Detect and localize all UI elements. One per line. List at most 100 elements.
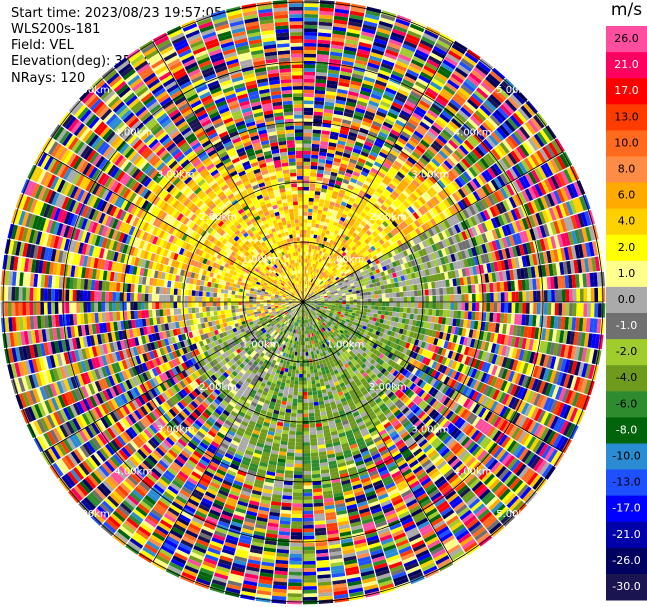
radar-gate [349, 266, 355, 271]
radar-gate [291, 71, 303, 76]
radar-gate [375, 268, 381, 274]
radar-gate [584, 210, 592, 226]
radar-gate [537, 182, 547, 196]
radar-gate [461, 230, 468, 241]
radar-gate [579, 196, 588, 211]
radar-gate [387, 206, 395, 213]
radar-gate [435, 288, 440, 295]
radar-gate [392, 297, 397, 302]
radar-gate [448, 236, 455, 246]
radar-gate [444, 238, 451, 247]
radar-gate [304, 10, 319, 15]
radar-gate [402, 286, 407, 292]
radar-gate [552, 263, 558, 276]
radar-gate [303, 143, 312, 148]
radar-gate [324, 286, 328, 290]
radar-gate [303, 183, 310, 187]
radar-gate [227, 298, 232, 302]
radar-gate [379, 223, 386, 230]
radar-gate [422, 213, 430, 222]
radar-gate [425, 211, 433, 220]
radar-gate [393, 234, 400, 242]
radar-gate [328, 274, 333, 278]
radar-gate [544, 178, 553, 193]
radar-gate [263, 297, 268, 300]
radar-gate [482, 283, 487, 293]
radar-sweep [0, 0, 606, 605]
radar-gate [530, 153, 540, 167]
radar-gate [575, 197, 584, 212]
radar-gate [571, 274, 577, 288]
radar-gate [370, 239, 376, 246]
radar-gate [446, 294, 451, 302]
radar-gate [467, 248, 474, 258]
radar-gate [352, 291, 357, 295]
radar-gate [430, 252, 437, 260]
radar-gate [289, 216, 295, 221]
radar-gate [385, 297, 390, 302]
radar-gate [499, 124, 510, 137]
radar-gate [356, 251, 362, 257]
radar-gate [463, 258, 469, 268]
radar-gate [304, 17, 318, 22]
radar-gate [549, 221, 557, 235]
radar-gate [382, 211, 390, 218]
radar-gate [587, 257, 593, 272]
radar-gate [513, 207, 522, 220]
radar-gate [295, 147, 303, 151]
radar-gate [433, 155, 443, 165]
radar-gate [381, 289, 386, 294]
radar-gate [416, 217, 424, 226]
radar-gate [456, 277, 461, 286]
radar-gate [166, 287, 171, 295]
radar-gate [353, 259, 359, 264]
radar-gate [396, 239, 403, 247]
radar-gate [575, 274, 580, 288]
radar-gate [378, 232, 385, 239]
radar-gate [460, 221, 468, 231]
radar-gate [442, 210, 450, 220]
radar-gate [313, 290, 317, 293]
radar-gate [466, 153, 477, 164]
radar-gate [369, 233, 376, 240]
radar-gate [292, 78, 303, 83]
radar-gate [457, 286, 462, 294]
radar-gate [303, 258, 306, 263]
radar-gate [359, 249, 365, 255]
radar-gate [314, 291, 319, 295]
radar-gate [303, 140, 312, 144]
radar-gate [335, 286, 340, 290]
radar-gate [487, 252, 494, 263]
radar-gate [374, 298, 379, 302]
radar-gate [290, 35, 303, 40]
radar-gate [317, 289, 322, 293]
radar-gate [434, 205, 442, 214]
radar-gate [331, 285, 336, 289]
radar-gate [503, 185, 512, 198]
radar-gate [424, 282, 429, 290]
radar-gate [319, 285, 323, 289]
radar-gate [573, 259, 579, 274]
radar-gate [482, 139, 494, 151]
radar-gate [466, 258, 472, 267]
radar-gate [206, 291, 210, 297]
radar-gate [349, 273, 355, 278]
radar-gate [320, 281, 325, 286]
radar-gate [486, 263, 492, 273]
radar-gate [293, 107, 303, 112]
radar-gate [367, 298, 372, 302]
radar-gate [309, 241, 313, 246]
radar-gate [440, 177, 449, 187]
radar-gate [512, 269, 518, 280]
radar-gate [371, 260, 377, 266]
radar-gate [471, 236, 478, 247]
radar-gate [386, 279, 391, 284]
radar-gate [323, 294, 328, 297]
radar-gate [388, 273, 394, 279]
radar-gate [487, 181, 497, 193]
radar-gate [295, 255, 299, 260]
radar-gate [380, 261, 386, 267]
radar-gate [308, 244, 312, 249]
radar-gate [360, 279, 365, 284]
radar-gate [380, 271, 386, 277]
